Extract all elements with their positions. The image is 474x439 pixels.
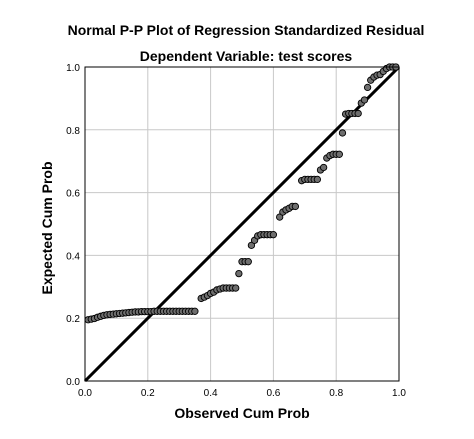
data-point-83 [354, 109, 362, 118]
y-tick-label-2: 0.4 [66, 251, 80, 262]
data-point-58 [269, 231, 278, 239]
chart-title: Normal P-P Plot of Regression Standardiz… [68, 22, 425, 38]
y-tick-label-3: 0.6 [66, 189, 80, 200]
x-tick-label-5: 1.0 [392, 388, 406, 399]
reference-line [83, 65, 401, 383]
y-tick-label-0: 0.0 [66, 377, 80, 388]
data-point-47 [235, 269, 243, 278]
x-tick-label-1: 0.2 [141, 388, 155, 399]
data-point-46 [232, 284, 240, 292]
x-axis-title: Observed Cum Prob [174, 405, 309, 421]
y-axis-title: Expected Cum Prob [39, 161, 55, 294]
y-tick-label-1: 0.2 [66, 314, 80, 325]
x-tick-label-3: 0.6 [266, 388, 280, 399]
y-axis-ticks: 0.0 0.2 0.4 0.6 0.8 1.0 [66, 63, 80, 388]
data-point-70 [313, 175, 322, 184]
data-point-34 [191, 307, 199, 315]
data-point-50 [244, 258, 252, 266]
chart-subtitle: Dependent Variable: test scores [140, 48, 353, 64]
data-point-85 [360, 96, 369, 104]
y-tick-label-4: 0.8 [66, 126, 80, 137]
data-point-86 [363, 83, 372, 92]
data-point-77 [335, 150, 343, 158]
x-axis-ticks: 0.0 0.2 0.4 0.6 0.8 1.0 [78, 388, 406, 399]
data-point-64 [291, 202, 300, 211]
data-point-78 [338, 129, 347, 137]
y-tick-label-5: 1.0 [66, 63, 80, 74]
plot-frame [84, 66, 400, 382]
x-tick-label-0: 0.0 [78, 388, 92, 399]
data-point-72 [319, 163, 328, 172]
x-tick-label-4: 0.8 [329, 388, 343, 399]
data-points [84, 63, 400, 324]
x-tick-label-2: 0.4 [204, 388, 218, 399]
